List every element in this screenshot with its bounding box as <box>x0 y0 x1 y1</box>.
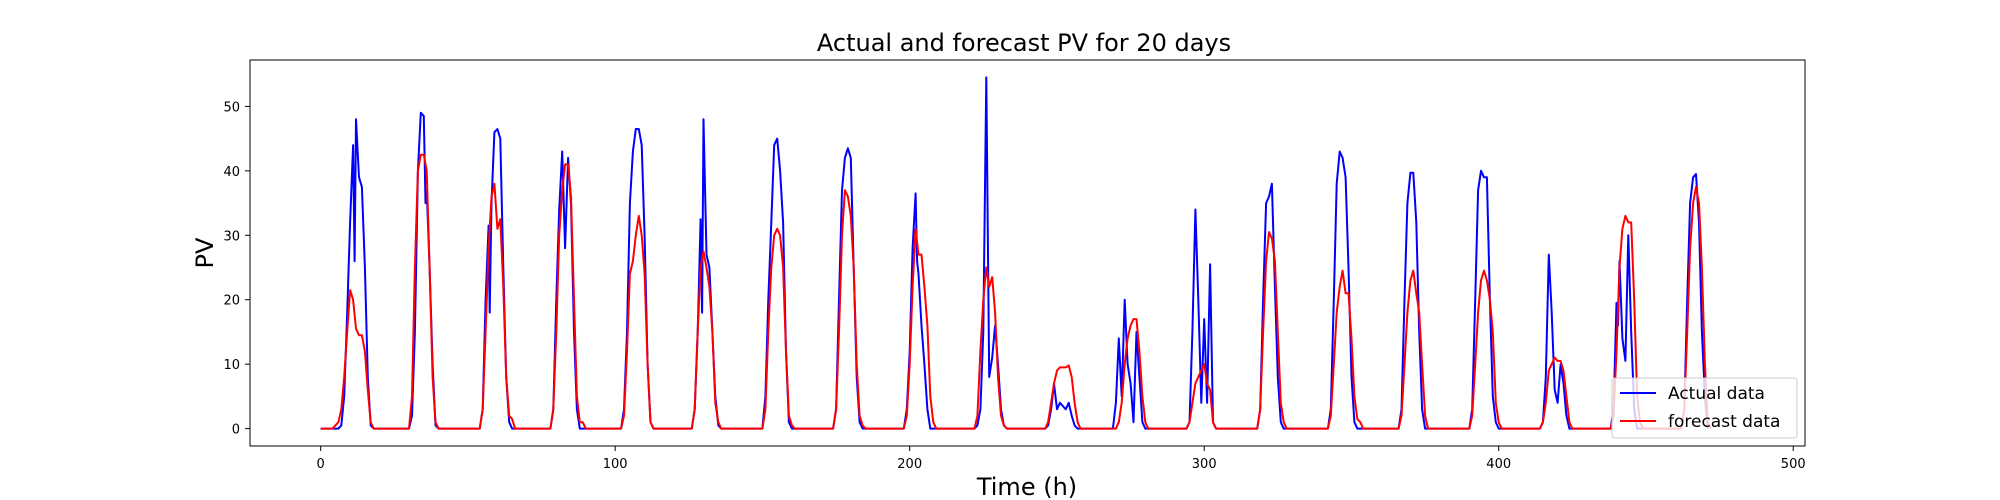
series-line-actual-data <box>320 76 1709 430</box>
y-tick-label: 30 <box>223 229 240 244</box>
legend-label-forecast: forecast data <box>1668 412 1780 432</box>
plot-frame <box>249 59 1806 447</box>
chart-title: Actual and forecast PV for 20 days <box>817 29 1231 57</box>
y-tick-label: 50 <box>223 100 240 115</box>
y-tick-label: 0 <box>232 423 240 438</box>
x-tick-label: 500 <box>1781 457 1806 472</box>
x-axis-title: Time (h) <box>976 473 1077 500</box>
plot-lines <box>320 76 1712 430</box>
x-tick-label: 0 <box>317 457 325 472</box>
legend-box <box>1611 377 1798 439</box>
x-axis: 0 100 200 300 400 500 <box>317 446 1806 472</box>
x-tick-label: 200 <box>897 457 922 472</box>
y-axis-title: PV <box>191 237 219 268</box>
y-tick-label: 20 <box>223 294 240 309</box>
y-axis: 0 10 20 30 40 50 <box>223 100 250 438</box>
x-tick-label: 300 <box>1192 457 1217 472</box>
legend: Actual data forecast data <box>1611 377 1798 439</box>
legend-label-actual: Actual data <box>1668 384 1765 404</box>
y-tick-label: 10 <box>223 358 240 373</box>
x-tick-label: 100 <box>603 457 628 472</box>
series-line-forecast-data <box>320 153 1712 430</box>
x-tick-label: 400 <box>1486 457 1511 472</box>
y-tick-label: 40 <box>223 165 240 180</box>
